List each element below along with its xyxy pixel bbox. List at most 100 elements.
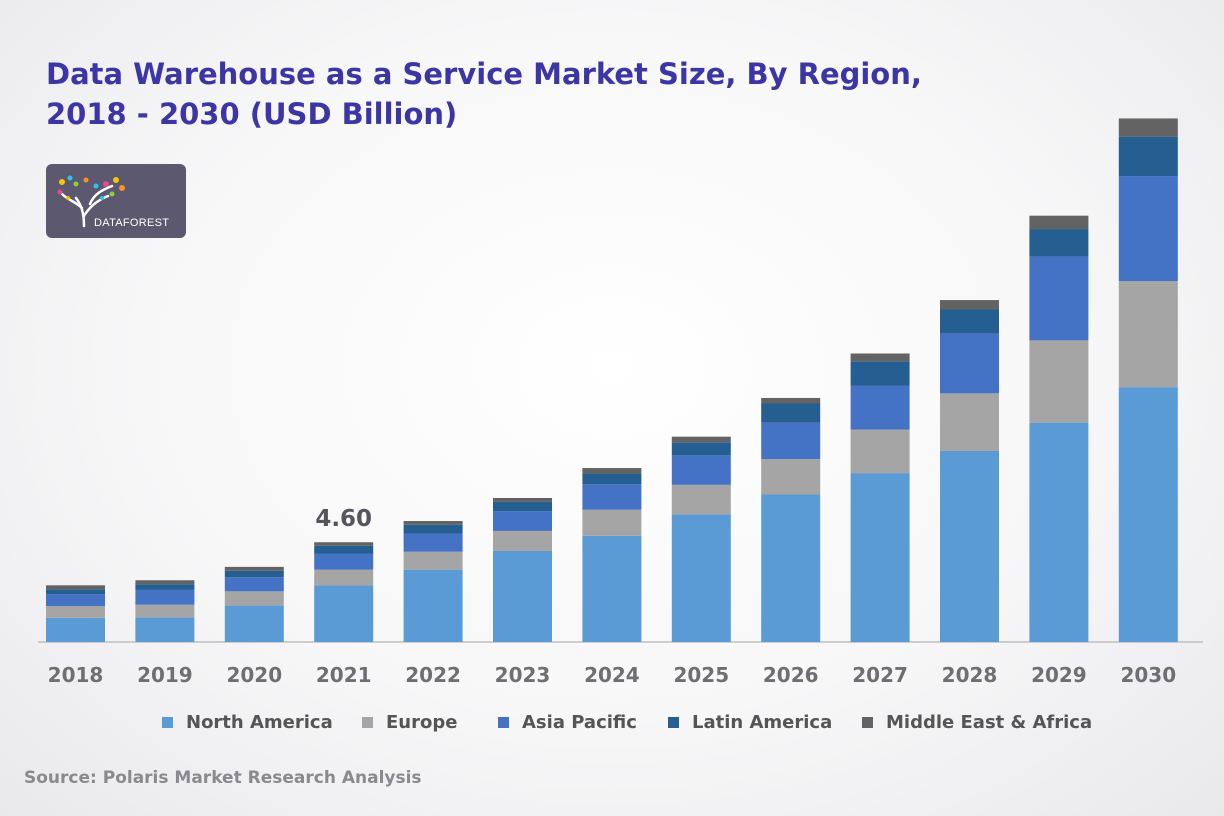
bar-segment-2025-asia-pacific	[671, 455, 731, 485]
bar-segment-2020-north-america	[224, 605, 284, 642]
bar-segment-2021-middle-east-africa	[314, 542, 374, 546]
legend-swatch	[668, 717, 679, 728]
bar-segment-2027-middle-east-africa	[850, 353, 910, 362]
bar-segment-2030-latin-america	[1118, 136, 1178, 177]
bar-segment-2030-europe	[1118, 281, 1178, 388]
bar-segment-2021-north-america	[314, 585, 374, 642]
legend-swatch	[862, 717, 873, 728]
legend-item-north-america: North America	[162, 712, 333, 733]
bar-segment-2022-north-america	[403, 569, 463, 642]
bar-segment-2023-latin-america	[493, 501, 552, 512]
chart-legend: North America Europe Asia Pacific Latin Ame…	[0, 712, 1224, 738]
bar-segment-2024-middle-east-africa	[582, 468, 642, 474]
bar-segment-2026-asia-pacific	[761, 422, 821, 460]
x-tick-label-2023: 2023	[495, 663, 551, 687]
bar-segment-2027-north-america	[850, 473, 910, 642]
bar-segment-2029-asia-pacific	[1029, 256, 1089, 341]
stacked-bar-chart: 2018 2019 2020 2021 4.60 2022 2023 2024 2025 2026…	[38, 118, 1203, 687]
bar-segment-2025-europe	[671, 484, 731, 515]
legend-item-asia-pacific: Asia Pacific	[498, 712, 637, 733]
bar-segment-2024-europe	[582, 509, 642, 536]
bar-segment-2019-north-america	[135, 617, 195, 642]
x-tick-label-2026: 2026	[763, 663, 819, 687]
bar-segment-2028-north-america	[940, 450, 999, 642]
bar-segment-2021-latin-america	[314, 545, 374, 554]
bar-segment-2024-latin-america	[582, 473, 642, 485]
x-tick-label-2025: 2025	[673, 663, 729, 687]
bar-segment-2018-north-america	[46, 617, 105, 642]
bar-segment-2018-middle-east-africa	[46, 585, 105, 590]
bar-segment-2019-asia-pacific	[135, 589, 195, 605]
bar-segment-2024-north-america	[582, 535, 642, 642]
tree-logo-icon	[57, 175, 125, 228]
data-label-2021: 4.60	[315, 506, 372, 532]
bar-segment-2027-latin-america	[850, 361, 910, 386]
bar-segment-2023-middle-east-africa	[493, 497, 552, 502]
bar-segment-2029-europe	[1029, 340, 1089, 423]
x-tick-label-2027: 2027	[852, 663, 908, 687]
bar-segment-2023-europe	[493, 530, 552, 551]
legend-item-europe: Europe	[362, 712, 457, 733]
chart-title: Data Warehouse as a Service Market Size,…	[46, 54, 946, 134]
legend-label: Latin America	[692, 712, 833, 733]
legend-label: Middle East & Africa	[886, 712, 1093, 733]
chart-title-line1: Data Warehouse as a Service Market Size,…	[46, 57, 922, 91]
bar-segment-2019-latin-america	[135, 584, 195, 590]
bar-segment-2019-europe	[135, 604, 195, 618]
logo-text: DATAFOREST	[94, 217, 170, 229]
bar-segment-2020-asia-pacific	[224, 577, 284, 592]
bar-segment-2019-middle-east-africa	[135, 580, 195, 585]
bar-segment-2024-asia-pacific	[582, 484, 642, 510]
bar-segment-2030-middle-east-africa	[1118, 118, 1178, 137]
bar-segment-2030-asia-pacific	[1118, 176, 1178, 282]
bar-segment-2023-north-america	[493, 550, 552, 642]
bar-segment-2026-latin-america	[761, 403, 821, 423]
bar-segment-2025-north-america	[671, 514, 731, 642]
bar-segment-2027-europe	[850, 429, 910, 474]
x-tick-label-2028: 2028	[942, 663, 998, 687]
bar-segment-2021-asia-pacific	[314, 553, 374, 570]
x-tick-label-2030: 2030	[1120, 663, 1176, 687]
bar-segment-2029-north-america	[1029, 422, 1089, 642]
bar-segment-2018-asia-pacific	[46, 594, 105, 607]
legend-label: Europe	[386, 712, 458, 733]
bar-segment-2026-middle-east-africa	[761, 397, 821, 404]
x-tick-label-2018: 2018	[48, 663, 104, 687]
x-tick-label-2024: 2024	[584, 663, 640, 687]
bar-segment-2025-middle-east-africa	[671, 436, 731, 443]
bar-segment-2027-asia-pacific	[850, 385, 910, 430]
bar-segment-2020-middle-east-africa	[224, 566, 284, 571]
bar-segment-2028-asia-pacific	[940, 333, 999, 394]
bar-segment-2030-north-america	[1118, 387, 1178, 642]
x-tick-label-2020: 2020	[226, 663, 282, 687]
bar-segment-2022-europe	[403, 551, 463, 570]
bar-segment-2022-asia-pacific	[403, 533, 463, 552]
bar-segment-2020-latin-america	[224, 570, 284, 578]
bar-segment-2020-europe	[224, 591, 284, 606]
legend-swatch	[362, 717, 373, 728]
bar-segment-2018-europe	[46, 606, 105, 618]
bar-segment-2029-latin-america	[1029, 229, 1089, 257]
bar-segment-2026-europe	[761, 459, 821, 495]
bar-segment-2029-middle-east-africa	[1029, 215, 1089, 230]
x-tick-label-2019: 2019	[137, 663, 193, 687]
bar-segment-2028-europe	[940, 393, 999, 451]
legend-swatch	[498, 717, 509, 728]
bar-segment-2021-europe	[314, 569, 374, 586]
legend-swatch	[162, 717, 173, 728]
x-tick-label-2029: 2029	[1031, 663, 1087, 687]
dataforest-logo: DATAFOREST	[46, 164, 186, 238]
x-tick-label-2022: 2022	[405, 663, 461, 687]
bar-segment-2018-latin-america	[46, 589, 105, 595]
bar-segment-2028-middle-east-africa	[940, 300, 999, 310]
legend-label: Asia Pacific	[522, 712, 637, 733]
bar-segment-2026-north-america	[761, 494, 821, 642]
legend-item-latin-america: Latin America	[668, 712, 832, 733]
legend-label: North America	[186, 712, 333, 733]
bar-segment-2028-latin-america	[940, 309, 999, 334]
x-tick-label-2021: 2021	[316, 663, 372, 687]
bar-segment-2025-latin-america	[671, 442, 731, 456]
legend-item-middle-east-africa: Middle East & Africa	[862, 712, 1092, 733]
bar-segment-2022-middle-east-africa	[403, 521, 463, 525]
bar-segment-2022-latin-america	[403, 524, 463, 534]
